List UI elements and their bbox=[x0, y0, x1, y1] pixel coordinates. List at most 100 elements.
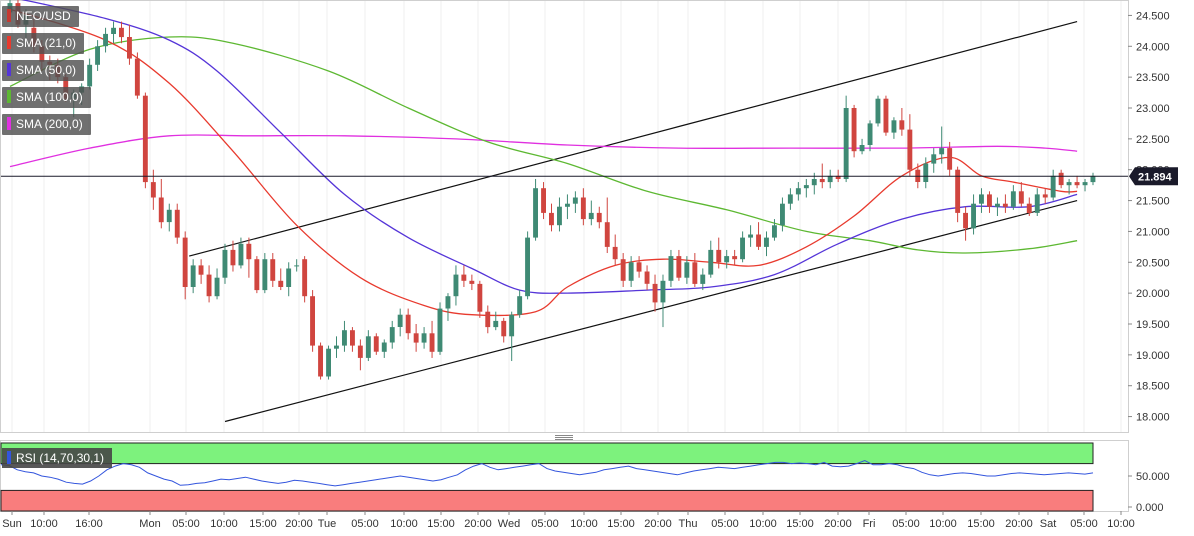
candle-bullish bbox=[684, 256, 690, 284]
candle-bullish bbox=[995, 197, 1000, 216]
candle-body bbox=[437, 308, 443, 352]
candle-bullish bbox=[326, 345, 331, 380]
time-tick-label: 10:00 bbox=[929, 518, 957, 530]
candle-body bbox=[819, 179, 825, 183]
time-tick-label: 10:00 bbox=[210, 518, 238, 530]
price-tick-label: 20.000 bbox=[1136, 288, 1170, 300]
candle-bearish bbox=[987, 191, 992, 213]
candle-body bbox=[692, 262, 698, 284]
candle-bullish bbox=[334, 336, 339, 358]
candle-body bbox=[87, 64, 93, 87]
candle-bullish bbox=[389, 320, 395, 349]
candle-body bbox=[676, 256, 682, 278]
price-tick-label: 24.500 bbox=[1136, 10, 1170, 22]
candle-bearish bbox=[230, 240, 236, 272]
legend-neo-usd[interactable]: NEO/USD bbox=[2, 6, 79, 27]
candle-body bbox=[541, 188, 546, 213]
legend-sma-200[interactable]: SMA (200,0) bbox=[2, 114, 91, 135]
candle-bearish bbox=[1074, 175, 1080, 189]
candle-bearish bbox=[127, 24, 132, 65]
candle-body bbox=[302, 259, 308, 297]
candle-bullish bbox=[294, 259, 300, 272]
candle-body bbox=[111, 27, 116, 34]
legend-sma-100[interactable]: SMA (100,0) bbox=[2, 87, 91, 108]
candle-bearish bbox=[963, 206, 968, 241]
candle-body bbox=[142, 95, 148, 183]
candle-bullish bbox=[525, 231, 530, 300]
candle-body bbox=[310, 296, 315, 346]
candle-bearish bbox=[1042, 188, 1048, 204]
candle-bullish bbox=[795, 182, 801, 201]
candle-bearish bbox=[477, 280, 483, 318]
candle-body bbox=[517, 296, 523, 315]
candle-body bbox=[103, 33, 108, 47]
price-tick-label: 19.500 bbox=[1136, 319, 1170, 331]
rsi-tick-label: 50.000 bbox=[1136, 471, 1170, 483]
legend-label: SMA (50,0) bbox=[16, 63, 77, 77]
candle-bullish bbox=[509, 311, 515, 362]
candle-bearish bbox=[405, 308, 411, 340]
candle-body bbox=[827, 175, 833, 183]
candle-bearish bbox=[1026, 197, 1032, 216]
time-tick-label: 05:00 bbox=[892, 518, 920, 530]
candle-bearish bbox=[636, 256, 642, 278]
candle-bullish bbox=[1082, 178, 1088, 192]
candle-body bbox=[668, 256, 674, 281]
candle-body bbox=[270, 259, 276, 281]
candle-bullish bbox=[668, 249, 674, 287]
candle-body bbox=[995, 203, 1000, 207]
candle-bearish bbox=[732, 249, 738, 266]
candle-bullish bbox=[803, 178, 809, 198]
candle-body bbox=[190, 265, 196, 287]
candle-body bbox=[397, 314, 403, 327]
candle-body bbox=[95, 46, 100, 65]
time-tick-label: 05:00 bbox=[172, 518, 200, 530]
legend-swatch bbox=[7, 90, 11, 103]
candle-body bbox=[429, 333, 435, 352]
candle-body bbox=[756, 234, 761, 247]
candle-body bbox=[580, 197, 586, 220]
time-tick-label: 10:00 bbox=[390, 518, 418, 530]
candle-body bbox=[795, 188, 801, 195]
candle-body bbox=[477, 283, 483, 312]
time-tick-label: 10:00 bbox=[1107, 518, 1135, 530]
time-tick-label: Fri bbox=[863, 518, 876, 530]
candle-bearish bbox=[310, 290, 315, 352]
candle-body bbox=[780, 203, 785, 226]
candle-body bbox=[931, 154, 937, 164]
candle-bearish bbox=[692, 253, 698, 287]
candle-bearish bbox=[947, 141, 953, 176]
candle-bullish bbox=[572, 191, 578, 213]
candle-bullish bbox=[772, 219, 777, 241]
time-tick-label: Wed bbox=[498, 518, 520, 530]
candle-bullish bbox=[557, 197, 562, 232]
legend-rsi[interactable]: RSI (14,70,30,1) bbox=[2, 448, 113, 468]
legend-label: NEO/USD bbox=[16, 9, 71, 23]
candle-bullish bbox=[787, 188, 793, 210]
candle-body bbox=[612, 246, 618, 260]
candle-bearish bbox=[644, 265, 650, 291]
time-tick-label: 10:00 bbox=[570, 518, 598, 530]
candle-body bbox=[811, 179, 817, 186]
candle-body bbox=[509, 314, 515, 337]
candle-body bbox=[127, 37, 132, 59]
panel-resize-handle[interactable] bbox=[555, 435, 573, 440]
candle-bullish bbox=[843, 95, 849, 183]
candle-bearish bbox=[756, 222, 761, 250]
candle-bearish bbox=[198, 259, 204, 284]
candle-body bbox=[636, 262, 642, 272]
candle-body bbox=[413, 333, 419, 343]
rsi-overbought-zone bbox=[0, 442, 1094, 465]
candle-body bbox=[174, 209, 180, 238]
channel-upper-line bbox=[189, 21, 1078, 257]
candle-bearish bbox=[652, 274, 658, 312]
time-tick-label: 05:00 bbox=[711, 518, 739, 530]
time-tick-label: 16:00 bbox=[75, 518, 103, 530]
legend-swatch bbox=[7, 9, 11, 22]
candle-body bbox=[963, 212, 968, 229]
candle-body bbox=[604, 222, 610, 247]
price-tick-label: 18.000 bbox=[1136, 412, 1170, 424]
candle-body bbox=[485, 311, 491, 328]
legend-sma-21[interactable]: SMA (21,0) bbox=[2, 33, 85, 54]
legend-sma-50[interactable]: SMA (50,0) bbox=[2, 60, 85, 81]
